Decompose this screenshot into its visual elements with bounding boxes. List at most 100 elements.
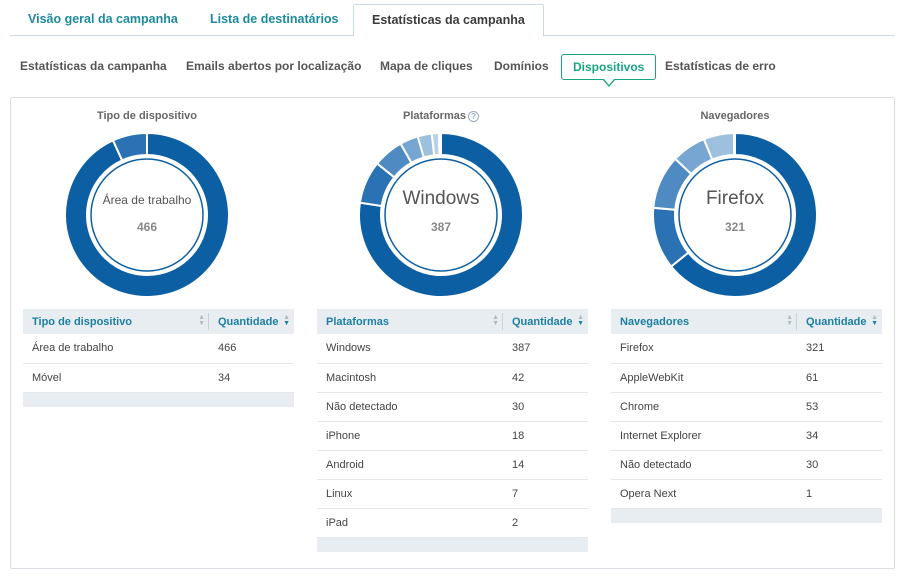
- browsers-title: Navegadores: [700, 110, 770, 122]
- table-footer: [23, 392, 294, 407]
- row-quantity: 34: [209, 363, 294, 393]
- row-quantity: 61: [797, 363, 882, 393]
- table-footer: [317, 537, 588, 552]
- top-tab-bar: Visão geral da campanha Lista de destina…: [10, 4, 895, 37]
- row-quantity: 30: [797, 450, 882, 480]
- table-row: Opera Next 1: [611, 479, 882, 509]
- table-row: Chrome 53: [611, 392, 882, 422]
- donut-inner-ring: [384, 158, 498, 272]
- col-header-quantity-label: Quantidade: [218, 315, 279, 328]
- row-quantity: 42: [503, 363, 588, 393]
- row-quantity: 466: [209, 334, 294, 364]
- row-quantity: 34: [797, 421, 882, 451]
- subtab-error-stats[interactable]: Estatísticas de erro: [665, 59, 776, 73]
- subtab-domains[interactable]: Domínios: [494, 59, 549, 73]
- tab-campaign-overview[interactable]: Visão geral da campanha: [28, 12, 178, 26]
- platforms-center-value: 387: [430, 220, 452, 234]
- col-header-browsers-label: Navegadores: [620, 315, 690, 328]
- col-header-browsers[interactable]: Navegadores ▲ ▼: [611, 309, 797, 334]
- row-quantity: 7: [503, 479, 588, 509]
- row-quantity: 2: [503, 508, 588, 538]
- col-header-quantity[interactable]: Quantidade ▲ ▼: [209, 309, 294, 334]
- subtab-click-map[interactable]: Mapa de cliques: [380, 59, 473, 73]
- table-row: AppleWebKit 61: [611, 363, 882, 393]
- donut-slice-ipad[interactable]: [437, 131, 442, 157]
- row-name: Internet Explorer: [611, 421, 797, 451]
- col-header-device-type-label: Tipo de dispositivo: [32, 315, 133, 328]
- table-row: Área de trabalho 466: [23, 334, 294, 364]
- row-name: Firefox: [611, 334, 797, 364]
- browsers-center-label: Firefox: [705, 188, 765, 209]
- col-header-quantity-label: Quantidade: [806, 315, 867, 328]
- row-name: Android: [317, 450, 503, 480]
- platforms-donut-chart: [358, 131, 524, 298]
- browsers-column: Navegadores Firefox 321 Navegadores ▲ ▼ Qu…: [599, 98, 882, 568]
- row-name: iPhone: [317, 421, 503, 451]
- row-name: Linux: [317, 479, 503, 509]
- donut-slice-windows[interactable]: [358, 131, 524, 298]
- subtab-devices[interactable]: Dispositivos: [561, 54, 657, 87]
- donut-slice-opera-next[interactable]: [732, 131, 736, 157]
- row-quantity: 1: [797, 479, 882, 509]
- stats-panel: Tipo de dispositivo Área de trabalho 466…: [10, 97, 895, 569]
- table-row: iPad 2: [317, 508, 588, 538]
- subtab-campaign-stats[interactable]: Estatísticas da campanha: [20, 59, 167, 73]
- sub-tab-bar: Estatísticas da campanha Emails abertos …: [10, 54, 895, 87]
- subtab-devices-label: Dispositivos: [573, 60, 645, 74]
- donut-inner-ring: [678, 158, 792, 272]
- table-row: Firefox 321: [611, 334, 882, 364]
- donut-inner-ring: [90, 158, 204, 272]
- sort-desc-icon: ▲ ▼: [871, 314, 878, 327]
- subtab-opens-by-location[interactable]: Emails abertos por localização: [186, 59, 362, 73]
- col-header-platforms[interactable]: Plataformas ▲ ▼: [317, 309, 503, 334]
- row-name: Macintosh: [317, 363, 503, 393]
- table-row: Internet Explorer 34: [611, 421, 882, 451]
- row-quantity: 387: [503, 334, 588, 364]
- platforms-title: Plataformas?: [305, 110, 577, 122]
- sort-icon: ▲ ▼: [198, 314, 205, 327]
- browsers-center-value: 321: [724, 220, 746, 234]
- sort-icon: ▲ ▼: [786, 314, 793, 327]
- sort-desc-icon: ▲ ▼: [283, 314, 290, 327]
- platforms-column: Plataformas? Windows 387 Plataformas ▲ ▼ Q…: [305, 98, 588, 568]
- table-row: Android 14: [317, 450, 588, 480]
- donut-slice-firefox[interactable]: [669, 131, 818, 298]
- row-quantity: 14: [503, 450, 588, 480]
- col-header-quantity-label: Quantidade: [512, 315, 573, 328]
- table-row: iPhone 18: [317, 421, 588, 451]
- table-row: Não detectado 30: [611, 450, 882, 480]
- device-type-table: Tipo de dispositivo ▲ ▼ Quantidade ▲ ▼ Área …: [23, 309, 294, 407]
- row-name: iPad: [317, 508, 503, 538]
- row-quantity: 30: [503, 392, 588, 422]
- row-name: Área de trabalho: [23, 334, 209, 364]
- table-row: Móvel 34: [23, 363, 294, 393]
- table-row: Linux 7: [317, 479, 588, 509]
- col-header-platforms-label: Plataformas: [326, 315, 389, 328]
- platforms-title-text: Plataformas: [403, 110, 466, 122]
- tab-recipient-list[interactable]: Lista de destinatários: [210, 12, 339, 26]
- device-type-donut-chart: [64, 131, 230, 298]
- col-header-quantity[interactable]: Quantidade ▲ ▼: [797, 309, 882, 334]
- col-header-quantity[interactable]: Quantidade ▲ ▼: [503, 309, 588, 334]
- col-header-device-type[interactable]: Tipo de dispositivo ▲ ▼: [23, 309, 209, 334]
- row-name: Móvel: [23, 363, 209, 393]
- table-row: Windows 387: [317, 334, 588, 364]
- row-name: Não detectado: [611, 450, 797, 480]
- donut-slice-m-vel[interactable]: [111, 131, 148, 162]
- sort-icon: ▲ ▼: [492, 314, 499, 327]
- device-type-title: Tipo de dispositivo: [96, 110, 198, 122]
- row-name: Não detectado: [317, 392, 503, 422]
- device-type-center-value: 466: [136, 220, 158, 234]
- help-icon[interactable]: ?: [467, 111, 479, 122]
- tab-campaign-stats[interactable]: Estatísticas da campanha: [353, 4, 544, 37]
- browsers-table: Navegadores ▲ ▼ Quantidade ▲ ▼ Firefox 321 Ap…: [611, 309, 882, 523]
- donut-slice--rea-de-trabalho[interactable]: [64, 131, 230, 298]
- browsers-donut-chart: [652, 131, 818, 298]
- table-row: Não detectado 30: [317, 392, 588, 422]
- row-name: AppleWebKit: [611, 363, 797, 393]
- row-quantity: 53: [797, 392, 882, 422]
- row-name: Chrome: [611, 392, 797, 422]
- sort-desc-icon: ▲ ▼: [577, 314, 584, 327]
- table-footer: [611, 508, 882, 523]
- row-name: Opera Next: [611, 479, 797, 509]
